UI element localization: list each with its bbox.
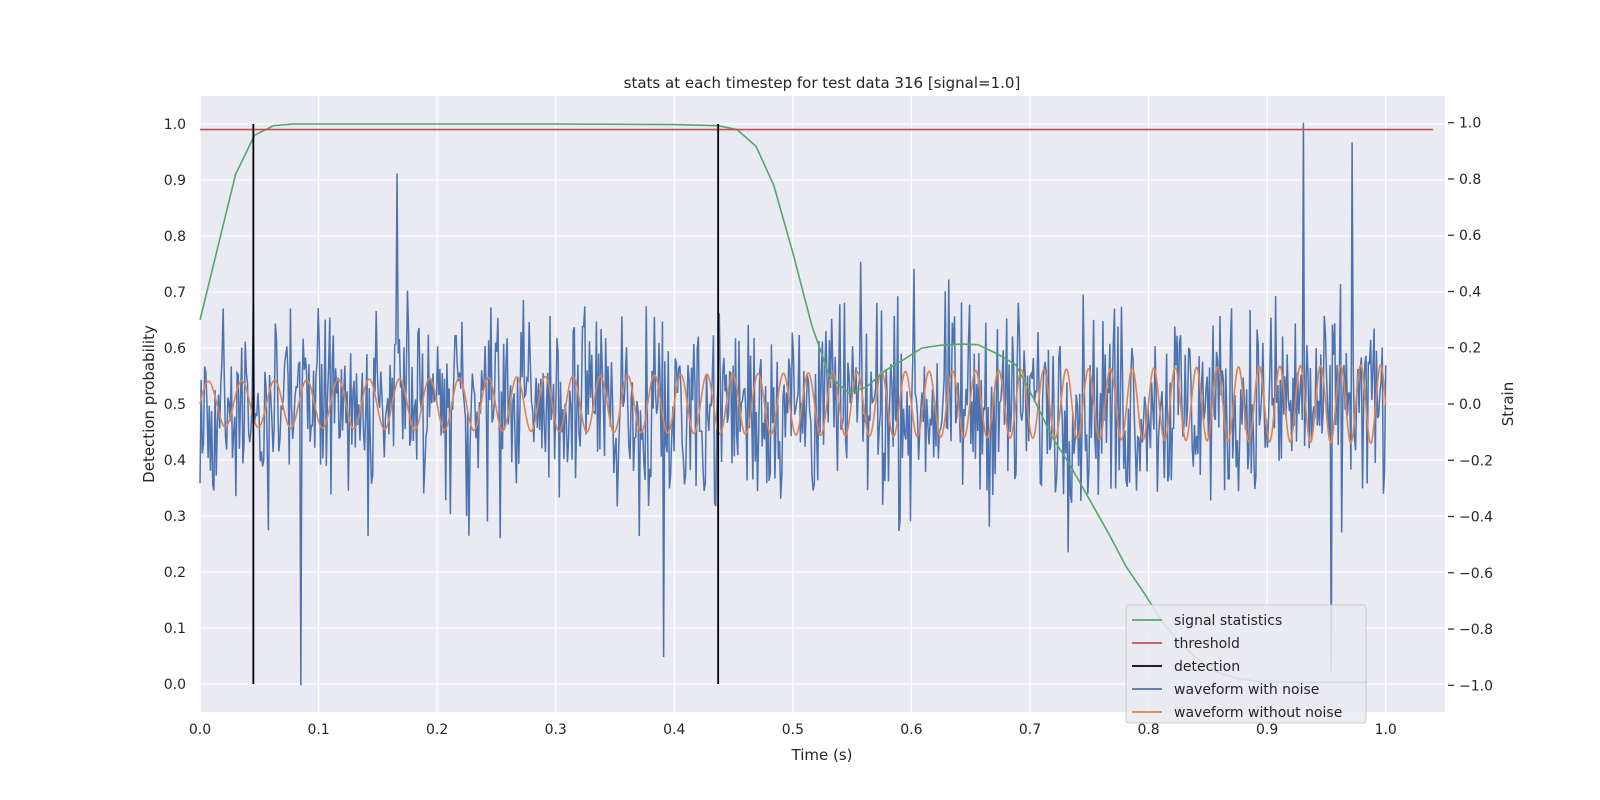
x-tick-label: 0.3 [545,722,567,738]
x-tick-label: 0.2 [426,722,448,738]
y-tick-label-left: 0.3 [164,509,186,525]
y-axis-label-right: Strain [1499,382,1517,426]
axis-ticks: 0.0 0.1 0.2 0.3 0.4 0.5 0.6 0.7 0.8 0.9 1.0 0.0 0.1 0… [164,116,1493,738]
y-tick-label-right: 0.0 [1459,397,1481,413]
y-tick-label-left: 0.6 [164,341,186,357]
legend-label: detection [1174,659,1240,675]
y-tick-label-right: 0.4 [1459,284,1481,300]
x-tick-label: 0.7 [1019,722,1041,738]
y-tick-label-left: 0.7 [164,285,186,301]
legend-label: signal statistics [1174,613,1282,629]
legend-box [1125,604,1367,724]
y-tick-label-right: −0.2 [1459,453,1493,469]
legend-label: threshold [1174,636,1240,652]
y-tick-label-left: 0.4 [164,453,186,469]
y-tick-label-left: 1.0 [164,117,186,133]
x-tick-label: 0.9 [1256,722,1278,738]
waveform-without-noise-line [199,363,1387,445]
y-tick-label-right: 1.0 [1459,116,1481,132]
x-tick-label: 0.4 [663,722,685,738]
y-tick-label-left: 0.9 [164,173,186,189]
y-tick-label-left: 0.1 [164,621,186,637]
x-tick-label: 0.5 [782,722,804,738]
y-tick-label-left: 0.0 [164,677,186,693]
legend-label: waveform with noise [1174,682,1319,698]
chart-title: stats at each timestep for test data 316… [624,74,1021,92]
x-tick-label: 1.0 [1375,722,1397,738]
x-tick-label: 0.1 [307,722,329,738]
y-tick-label-right: 0.2 [1459,341,1481,357]
y-tick-label-left: 0.2 [164,565,186,581]
y-tick-label-left: 0.5 [164,397,186,413]
x-tick-label: 0.6 [900,722,922,738]
x-tick-label: 0.8 [1137,722,1159,738]
y-tick-label-left: 0.8 [164,229,186,245]
legend: signal statistics threshold detection wavef… [1125,604,1367,724]
legend-label: waveform without noise [1174,705,1342,721]
y-tick-label-right: −0.8 [1459,622,1493,638]
plot-area [199,122,1434,686]
x-tick-label: 0.0 [189,722,211,738]
waveform-with-noise-line [199,122,1387,686]
x-axis-label: Time (s) [791,746,853,764]
y-tick-label-right: −1.0 [1459,678,1493,694]
y-tick-label-right: 0.6 [1459,228,1481,244]
y-axis-label-left: Detection probability [140,325,158,483]
y-tick-label-right: 0.8 [1459,172,1481,188]
y-tick-label-right: −0.6 [1459,566,1493,582]
y-tick-label-right: −0.4 [1459,510,1493,526]
